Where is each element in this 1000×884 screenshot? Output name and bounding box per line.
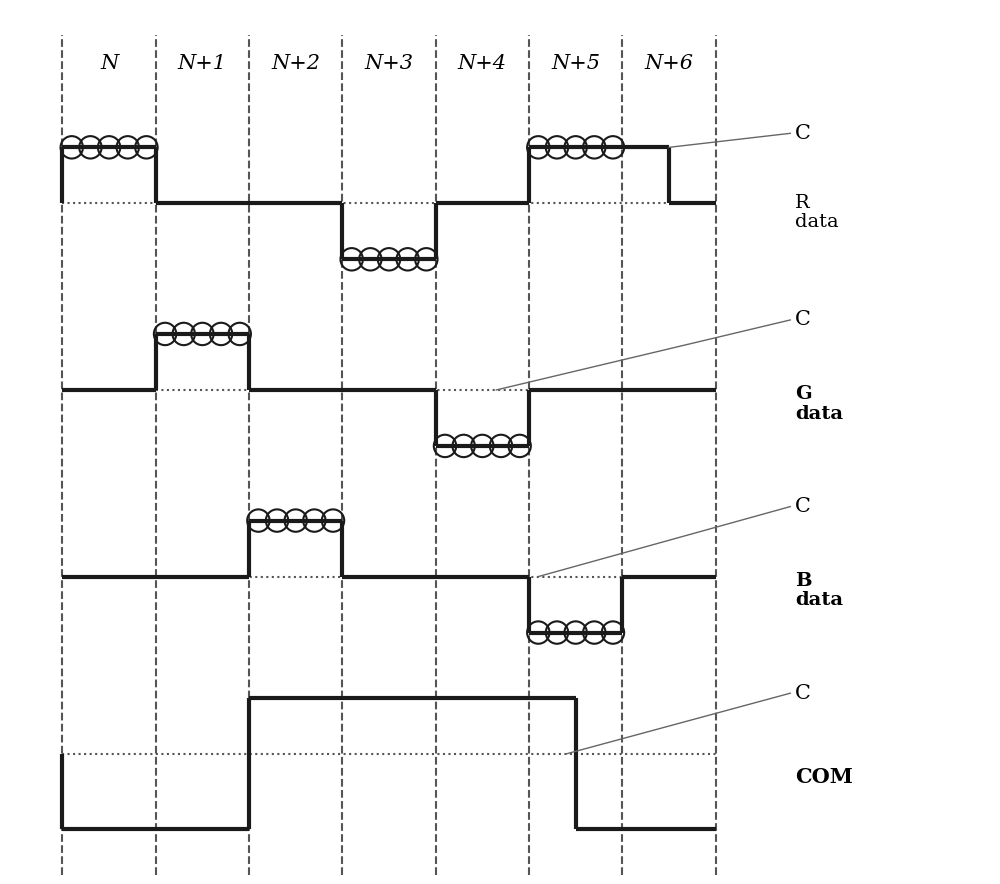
Text: N: N bbox=[100, 54, 118, 72]
Text: N+5: N+5 bbox=[551, 54, 600, 72]
Text: C: C bbox=[795, 683, 811, 703]
Text: N+4: N+4 bbox=[458, 54, 507, 72]
Text: R
data: R data bbox=[795, 194, 839, 232]
Text: C: C bbox=[795, 124, 811, 143]
Text: G
data: G data bbox=[795, 385, 843, 423]
Text: C: C bbox=[795, 497, 811, 516]
Text: C: C bbox=[795, 310, 811, 330]
Text: N+3: N+3 bbox=[365, 54, 414, 72]
Text: B
data: B data bbox=[795, 572, 843, 609]
Text: COM: COM bbox=[795, 767, 853, 787]
Text: N+6: N+6 bbox=[644, 54, 693, 72]
Text: N+1: N+1 bbox=[178, 54, 227, 72]
Text: N+2: N+2 bbox=[271, 54, 320, 72]
